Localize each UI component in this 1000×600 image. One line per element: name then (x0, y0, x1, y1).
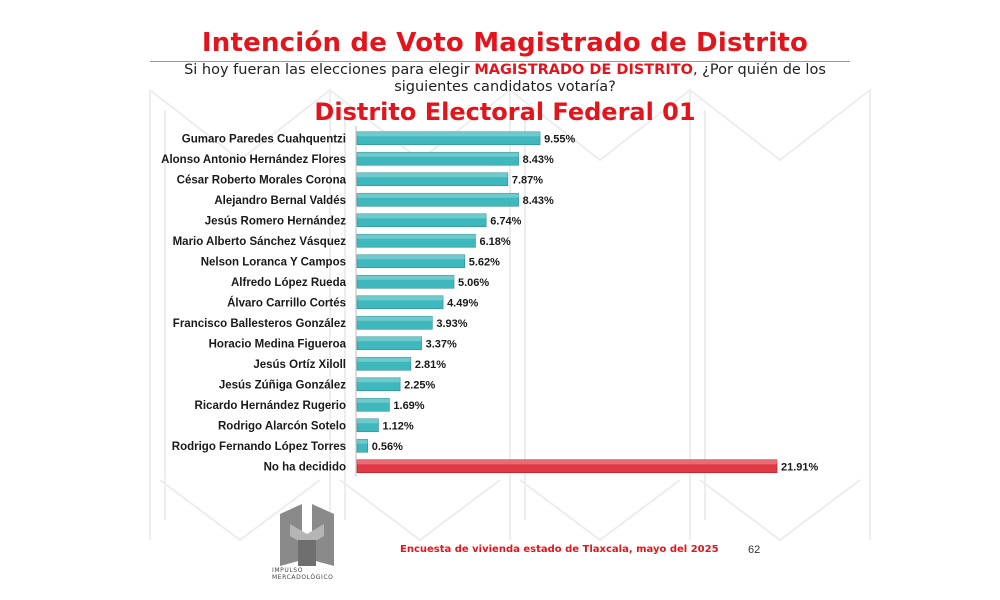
bar (356, 336, 422, 351)
page-number: 62 (748, 544, 761, 556)
category-label: Jesús Romero Hernández (205, 215, 346, 227)
category-label: Gumaro Paredes Cuahquentzi (182, 133, 346, 145)
impulso-logo (280, 504, 334, 566)
bar-highlight (357, 316, 433, 321)
category-label: Horacio Medina Figueroa (209, 338, 347, 350)
bar (356, 274, 455, 289)
value-label: 6.18% (479, 236, 510, 248)
bar (356, 213, 487, 228)
chart-title: Intención de Voto Magistrado de Distrito (201, 28, 809, 58)
question-prefix: Si hoy fueran las elecciones para elegir (184, 62, 475, 78)
bar-highlight (357, 275, 454, 280)
value-label: 6.74% (490, 215, 521, 227)
category-label: Alfredo López Rueda (231, 277, 347, 289)
value-label: 0.56% (372, 441, 403, 453)
bar (356, 151, 519, 166)
bar (356, 418, 379, 433)
value-label: 4.49% (447, 297, 478, 309)
logo-text: IMPULSO MERCADOLÓGICO (272, 567, 344, 581)
bar-highlight (357, 172, 508, 178)
bar (356, 233, 476, 248)
value-label: 7.87% (512, 174, 543, 186)
question-suffix: , ¿Por quién de los siguientes candidato… (394, 62, 826, 95)
category-label: Rodrigo Fernando López Torres (172, 441, 346, 453)
bar-highlight (357, 439, 368, 444)
value-label: 1.12% (382, 420, 413, 432)
value-label: 5.62% (469, 256, 500, 268)
value-label: 2.25% (404, 379, 435, 391)
category-label: Francisco Ballesteros González (173, 318, 346, 330)
value-label: 9.55% (544, 133, 575, 145)
bar-highlight (357, 418, 379, 424)
bar (356, 192, 519, 207)
category-label: César Roberto Morales Corona (177, 174, 347, 186)
value-label: 1.69% (393, 400, 424, 412)
footer-note: Encuesta de vivienda estado de Tlaxcala,… (400, 544, 719, 555)
category-label: Ricardo Hernández Rugerio (195, 400, 346, 412)
bar-highlight (357, 234, 476, 239)
bar-highlight (357, 131, 541, 137)
survey-question: Si hoy fueran las elecciones para elegir… (150, 62, 860, 96)
bar (356, 397, 390, 412)
category-label: Jesús Zúñiga González (219, 379, 346, 391)
value-label: 3.93% (436, 318, 467, 330)
category-label: Nelson Loranca Y Campos (201, 256, 346, 268)
value-label: 21.91% (781, 461, 819, 473)
bar-highlight (357, 459, 777, 465)
bar (356, 131, 541, 146)
value-label: 2.81% (415, 359, 446, 371)
bar (356, 254, 466, 269)
logo-text-line2: MERCADOLÓGICO (272, 574, 334, 581)
bar-highlight (357, 254, 465, 260)
bar-highlight (357, 398, 390, 403)
bar-highlight (357, 336, 422, 342)
question-highlight: MAGISTRADO DE DISTRITO (474, 62, 693, 78)
value-label: 8.43% (523, 154, 554, 166)
value-label: 5.06% (458, 277, 489, 289)
category-label: Mario Alberto Sánchez Vásquez (173, 236, 347, 248)
bar-highlight (357, 193, 519, 198)
bar-highlight (357, 377, 401, 383)
logo-text-line1: IMPULSO (272, 567, 304, 574)
bar-highlight (357, 213, 487, 219)
bar-highlight (357, 357, 411, 362)
bar-highlight (357, 152, 519, 157)
bar (356, 356, 412, 371)
category-label: Alejandro Bernal Valdés (214, 195, 346, 207)
value-label: 3.37% (426, 338, 457, 350)
title-divider (150, 61, 850, 62)
bar-undecided (356, 459, 778, 474)
category-label: Jesús Ortíz Xiloll (253, 359, 346, 371)
bar (356, 295, 444, 310)
bar (356, 315, 433, 330)
bar-highlight (357, 295, 444, 301)
chart-subtitle: Distrito Electoral Federal 01 (314, 98, 696, 126)
bar (356, 172, 509, 187)
bar (356, 438, 369, 453)
category-label: Alonso Antonio Hernández Flores (161, 154, 346, 166)
category-label: Álvaro Carrillo Cortés (227, 296, 346, 309)
category-label: Rodrigo Alarcón Sotelo (218, 420, 346, 432)
bar (356, 377, 401, 392)
category-label: No ha decidido (264, 461, 346, 473)
value-label: 8.43% (523, 195, 554, 207)
